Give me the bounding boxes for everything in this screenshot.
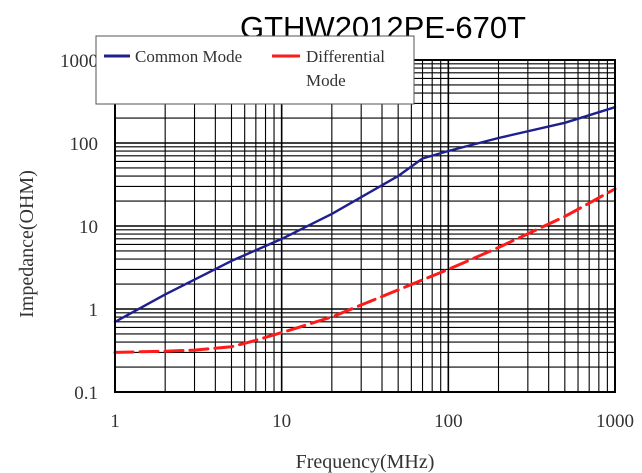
series-line-differential-mode xyxy=(113,187,617,354)
series-layer xyxy=(113,106,617,354)
y-tick-label: 0.1 xyxy=(74,383,98,404)
x-tick-label: 1000 xyxy=(596,411,634,432)
x-tick-label: 1 xyxy=(110,411,120,432)
y-tick-label: 100 xyxy=(70,134,99,155)
x-tick-label: 10 xyxy=(272,411,291,432)
legend-label-common-mode: Common Mode xyxy=(135,47,242,66)
y-tick-label: 1000 xyxy=(60,51,98,72)
tick-label-layer: 1 10 100 1000 0.1 1 10 100 1000 xyxy=(60,51,634,432)
y-axis-label: Impedance(OHM) xyxy=(16,170,38,318)
x-tick-label: 100 xyxy=(434,411,463,432)
x-axis-label: Frequency(MHz) xyxy=(296,451,435,473)
y-tick-label: 1 xyxy=(89,300,99,321)
legend-label-differential-line1: Differential xyxy=(306,47,385,66)
legend-box xyxy=(95,35,415,105)
series-line-common-mode xyxy=(113,106,617,324)
legend-label-differential-line2: Mode xyxy=(306,71,346,90)
y-tick-label: 10 xyxy=(79,217,98,238)
legend: Common Mode Differential Mode xyxy=(95,35,415,105)
